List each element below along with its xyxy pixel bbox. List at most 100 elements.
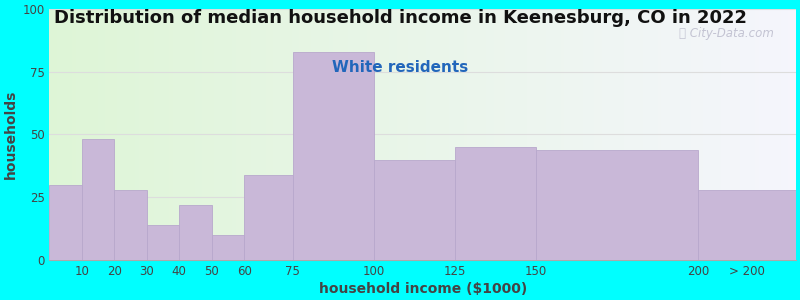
Bar <box>635 9 639 260</box>
Bar <box>274 9 277 260</box>
Bar <box>639 9 643 260</box>
Bar <box>781 9 785 260</box>
Bar <box>198 9 202 260</box>
X-axis label: household income ($1000): household income ($1000) <box>318 282 526 296</box>
Bar <box>318 9 322 260</box>
Bar <box>516 9 520 260</box>
Bar <box>359 9 363 260</box>
Bar <box>736 9 740 260</box>
Bar <box>61 9 64 260</box>
Bar <box>691 9 695 260</box>
Bar <box>788 9 792 260</box>
Bar <box>169 9 173 260</box>
Y-axis label: households: households <box>4 90 18 179</box>
Bar <box>475 9 478 260</box>
Bar <box>617 9 621 260</box>
Bar <box>341 9 344 260</box>
Bar <box>310 9 314 260</box>
Bar <box>243 9 247 260</box>
Bar <box>646 9 650 260</box>
Bar <box>393 9 397 260</box>
Bar <box>501 9 505 260</box>
Bar <box>94 9 98 260</box>
Bar <box>404 9 408 260</box>
Bar <box>114 190 146 260</box>
Bar <box>699 9 702 260</box>
Bar <box>254 9 258 260</box>
Bar <box>718 9 721 260</box>
Bar <box>520 9 523 260</box>
Bar <box>195 9 198 260</box>
Bar <box>455 147 536 260</box>
Bar <box>430 9 434 260</box>
Bar <box>478 9 482 260</box>
Bar <box>57 9 61 260</box>
Bar <box>285 9 288 260</box>
Bar <box>509 9 512 260</box>
Bar <box>117 9 120 260</box>
Bar <box>747 9 751 260</box>
Bar <box>445 9 449 260</box>
Bar <box>613 9 617 260</box>
Bar <box>565 9 568 260</box>
Bar <box>523 9 527 260</box>
Bar <box>154 9 158 260</box>
Bar <box>296 9 299 260</box>
Bar <box>370 9 374 260</box>
Bar <box>587 9 590 260</box>
Bar <box>419 9 422 260</box>
Bar <box>695 9 699 260</box>
Bar <box>624 9 628 260</box>
Bar <box>142 9 146 260</box>
Bar <box>173 9 176 260</box>
Bar <box>337 9 341 260</box>
Bar <box>777 9 781 260</box>
Bar <box>50 184 82 260</box>
Bar <box>408 9 411 260</box>
Bar <box>64 9 68 260</box>
Bar <box>102 9 106 260</box>
Bar <box>212 235 244 260</box>
Bar <box>258 9 262 260</box>
Bar <box>202 9 206 260</box>
Bar <box>191 9 195 260</box>
Bar <box>292 9 296 260</box>
Bar <box>606 9 610 260</box>
Bar <box>471 9 475 260</box>
Bar <box>460 9 464 260</box>
Bar <box>434 9 438 260</box>
Bar <box>576 9 579 260</box>
Bar <box>244 175 293 260</box>
Bar <box>677 9 680 260</box>
Bar <box>467 9 471 260</box>
Bar <box>698 190 796 260</box>
Bar <box>628 9 632 260</box>
Bar <box>732 9 736 260</box>
Bar <box>494 9 498 260</box>
Bar <box>98 9 102 260</box>
Bar <box>146 9 150 260</box>
Bar <box>374 160 455 260</box>
Bar <box>303 9 307 260</box>
Bar <box>598 9 602 260</box>
Bar <box>762 9 766 260</box>
Bar <box>326 9 330 260</box>
Bar <box>583 9 587 260</box>
Bar <box>262 9 266 260</box>
Bar <box>774 9 777 260</box>
Bar <box>654 9 658 260</box>
Bar <box>442 9 445 260</box>
Bar <box>322 9 326 260</box>
Bar <box>643 9 646 260</box>
Bar <box>355 9 359 260</box>
Bar <box>505 9 509 260</box>
Bar <box>277 9 281 260</box>
Bar <box>288 9 292 260</box>
Bar <box>386 9 389 260</box>
Bar <box>422 9 426 260</box>
Bar <box>572 9 576 260</box>
Bar <box>225 9 229 260</box>
Bar <box>307 9 310 260</box>
Bar <box>714 9 718 260</box>
Bar <box>348 9 352 260</box>
